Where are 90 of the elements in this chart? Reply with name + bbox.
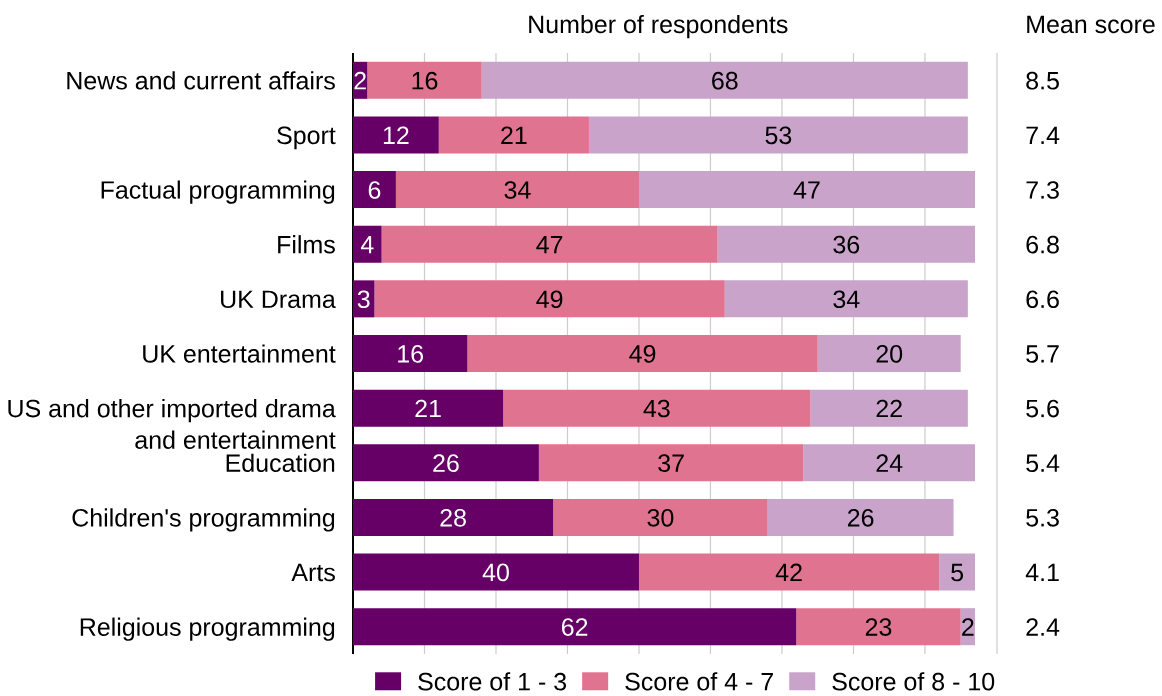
bar: [353, 498, 554, 536]
data-label: 7.4: [1026, 126, 1060, 144]
data-label: 26: [433, 454, 459, 473]
data-label: 5.7: [1026, 345, 1059, 363]
bar: [353, 225, 382, 263]
data-label: 40: [482, 563, 509, 582]
bar: [353, 116, 439, 154]
data-label: 7.3: [1026, 181, 1059, 199]
bar: [367, 61, 482, 99]
legend-label: Score of 8 - 10: [832, 672, 995, 691]
data-label: 16: [412, 71, 438, 90]
data-label: 21: [501, 126, 527, 144]
bar: [395, 171, 639, 209]
data-label: 4: [360, 236, 374, 254]
data-label: 47: [793, 181, 820, 199]
bar: [438, 116, 589, 154]
y-tick-label: News and current affairs: [67, 71, 335, 90]
data-label: 62: [562, 618, 588, 636]
data-label: 43: [643, 399, 670, 418]
data-label: 21: [415, 399, 441, 418]
data-label: 49: [629, 345, 656, 363]
bar: [353, 389, 504, 427]
data-label: 68: [712, 71, 738, 90]
data-label: 6: [368, 181, 381, 199]
bar: [538, 444, 804, 482]
bar: [588, 116, 968, 154]
y-tick-label: US and other imported drama and entertainment: [8, 399, 336, 449]
legend-label: Score of 1 - 3: [418, 672, 567, 691]
bar: [481, 61, 968, 99]
data-label: 5.3: [1026, 508, 1059, 527]
data-label: 5.6: [1026, 399, 1059, 418]
data-label: 6.6: [1026, 290, 1059, 309]
data-label: 42: [775, 563, 802, 582]
bar: [381, 225, 718, 263]
data-label: 36: [833, 235, 860, 254]
data-label: 2: [354, 71, 366, 90]
bar: [353, 608, 797, 646]
text: Mean score: [1027, 15, 1155, 34]
bar: [353, 335, 468, 372]
bar: [503, 389, 811, 427]
data-label: 53: [765, 126, 792, 145]
y-tick-label: Arts: [291, 563, 335, 582]
data-label: 2: [962, 618, 974, 636]
bar: [796, 608, 961, 646]
y-tick-label: Sport: [277, 126, 336, 150]
bar: [353, 171, 396, 209]
data-label: 3: [357, 290, 370, 309]
data-label: 2.4: [1026, 618, 1060, 636]
data-label: 5: [951, 563, 964, 582]
y-tick-label: UK entertainment: [143, 344, 336, 363]
data-label: 24: [876, 454, 903, 472]
chart-title: Number of respondents: [529, 14, 788, 39]
data-label: 34: [504, 181, 531, 199]
data-label: 49: [536, 290, 563, 309]
data-label: 26: [847, 508, 874, 527]
data-label: 20: [876, 345, 903, 363]
bar: [810, 389, 968, 427]
bar: [939, 553, 975, 591]
bar: [467, 335, 818, 372]
bar: [374, 280, 725, 318]
y-tick-label: UK Drama: [221, 290, 336, 309]
bar: [803, 444, 975, 482]
bar: [638, 171, 975, 209]
data-label: 28: [440, 508, 466, 527]
data-label: 47: [536, 236, 563, 254]
data-label: 4.1: [1025, 563, 1059, 582]
bar: [353, 444, 539, 482]
bar: [638, 553, 940, 591]
data-label: 12: [383, 126, 409, 144]
y-tick-label: Films: [278, 235, 335, 254]
data-label: 23: [865, 618, 892, 636]
bar: [724, 280, 968, 318]
y-tick-label: Children's programming: [72, 508, 335, 532]
y-tick-label: Factual programming: [101, 180, 335, 204]
data-label: 37: [658, 454, 684, 473]
bar: [767, 498, 954, 536]
bar: [353, 553, 639, 591]
data-label: 8.5: [1026, 71, 1059, 90]
bar: [553, 498, 768, 536]
bar: [817, 335, 961, 372]
data-label: 5.4: [1026, 454, 1060, 473]
data-label: 16: [398, 345, 423, 363]
legend-label: Score of 4 - 7: [625, 672, 773, 691]
data-label: 22: [876, 399, 902, 418]
data-label: 30: [647, 508, 674, 527]
y-tick-label: Religious programming: [80, 617, 335, 641]
data-label: 6.8: [1026, 235, 1059, 254]
y-tick-label: Education: [226, 453, 335, 473]
data-label: 34: [833, 290, 860, 309]
bar: [717, 225, 975, 263]
